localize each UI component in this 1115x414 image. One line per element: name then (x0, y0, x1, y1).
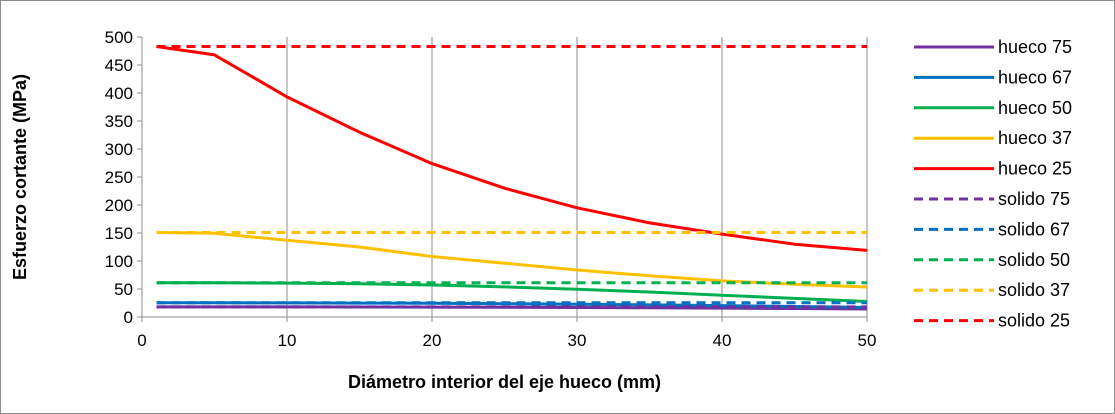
x-tick-label-0: 0 (137, 331, 146, 350)
y-tick-label-450: 450 (105, 56, 133, 75)
y-tick-label-300: 300 (105, 140, 133, 159)
grid-layer (286, 37, 868, 317)
y-tick-label-200: 200 (105, 196, 133, 215)
legend-label: hueco 37 (998, 128, 1072, 148)
series-line-hueco-25 (156, 45, 868, 252)
y-tick-label-0: 0 (124, 308, 133, 327)
legend-item-hueco-25: hueco 25 (914, 159, 1072, 179)
x-axis-title: Diámetro interior del eje hueco (mm) (348, 372, 661, 392)
legend-label: solido 37 (998, 280, 1070, 300)
y-axis-title: Esfuerzo cortante (MPa) (10, 74, 30, 280)
series-line-hueco-50 (156, 281, 868, 303)
legend-item-solido-25: solido 25 (914, 311, 1070, 331)
y-tick-label-500: 500 (105, 28, 133, 47)
y-tick-label-250: 250 (105, 168, 133, 187)
y-tick-label-400: 400 (105, 84, 133, 103)
x-tick-label-50: 50 (858, 331, 877, 350)
y-tick-label-350: 350 (105, 112, 133, 131)
legend-item-solido-75: solido 75 (914, 189, 1070, 209)
legend-item-solido-50: solido 50 (914, 250, 1070, 270)
legend: hueco 75 hueco 67 hueco 50 hueco 37 hueco 25… (914, 37, 1072, 331)
legend-item-hueco-37: hueco 37 (914, 128, 1072, 148)
legend-label: solido 67 (998, 219, 1070, 239)
y-tick-label-50: 50 (114, 280, 133, 299)
legend-item-hueco-50: hueco 50 (914, 98, 1072, 118)
legend-item-solido-67: solido 67 (914, 219, 1070, 239)
legend-label: hueco 75 (998, 37, 1072, 57)
x-tick-label-10: 10 (278, 331, 297, 350)
tick-labels: 0 50 100 150 200 250 300 350 400 450 500 0 10 20 30 40 5… (105, 28, 877, 350)
y-tick-label-150: 150 (105, 224, 133, 243)
legend-label: solido 75 (998, 189, 1070, 209)
y-tick-label-100: 100 (105, 252, 133, 271)
x-tick-label-20: 20 (423, 331, 442, 350)
series-layer (156, 45, 868, 311)
x-tick-label-30: 30 (568, 331, 587, 350)
x-tick-label-40: 40 (713, 331, 732, 350)
legend-label: hueco 25 (998, 159, 1072, 179)
legend-label: solido 50 (998, 250, 1070, 270)
legend-item-hueco-67: hueco 67 (914, 67, 1072, 87)
legend-label: solido 25 (998, 311, 1070, 331)
legend-label: hueco 67 (998, 67, 1072, 87)
legend-label: hueco 50 (998, 98, 1072, 118)
axis-layer (137, 36, 868, 322)
legend-item-solido-37: solido 37 (914, 280, 1070, 300)
legend-item-hueco-75: hueco 75 (914, 37, 1072, 57)
